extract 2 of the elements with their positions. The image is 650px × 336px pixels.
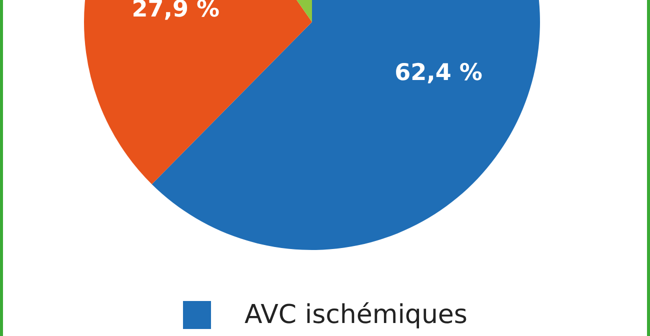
data-label: 62,4 % bbox=[394, 60, 482, 86]
legend-label: AVC ischémiques bbox=[244, 300, 468, 330]
